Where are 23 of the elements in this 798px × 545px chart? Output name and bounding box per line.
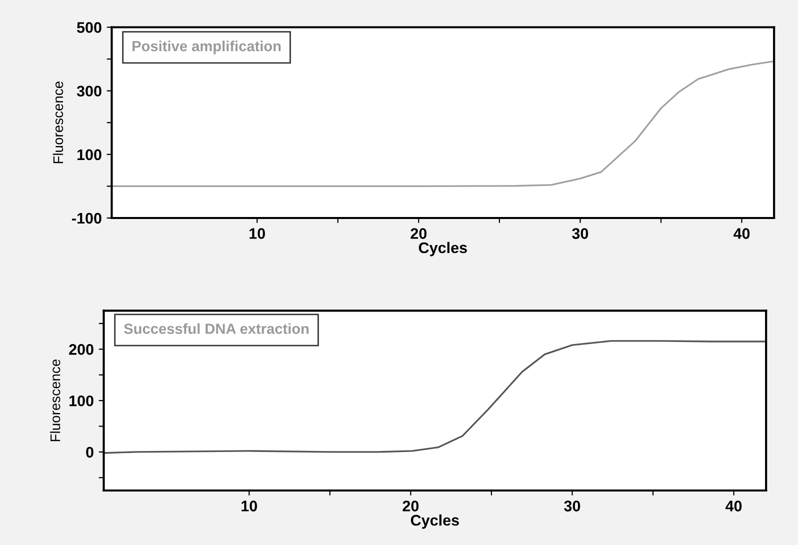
x-tick-label: 30 xyxy=(572,228,588,239)
y-tick-label: 500 xyxy=(76,22,102,33)
x-tick-label: 20 xyxy=(402,500,419,512)
x-tick-label: 40 xyxy=(733,228,750,239)
x-axis-title: Cycles xyxy=(410,514,459,529)
y-tick-label: 300 xyxy=(76,86,102,97)
line-series xyxy=(104,340,766,454)
annotation: Successful DNA extraction xyxy=(124,323,309,334)
y-tick-label: -100 xyxy=(72,212,102,224)
x-tick-label: 10 xyxy=(242,500,258,512)
y-tick-label: 0 xyxy=(86,446,94,458)
y-tick-label: 100 xyxy=(77,149,102,160)
line-series xyxy=(112,60,774,188)
x-tick-label: 40 xyxy=(726,500,742,512)
x-tick-label: 30 xyxy=(564,500,580,512)
y-tick-label: 100 xyxy=(69,395,94,406)
x-tick-label: 20 xyxy=(410,228,427,239)
annotation: Positive amplification xyxy=(132,40,281,54)
y-axis-title: Fluorescence xyxy=(50,360,60,442)
x-axis-title: Cycles xyxy=(418,242,467,256)
y-axis-title: Fluorescence xyxy=(52,82,64,164)
y-tick-label: 200 xyxy=(69,344,94,355)
x-tick-label: 10 xyxy=(250,228,265,239)
